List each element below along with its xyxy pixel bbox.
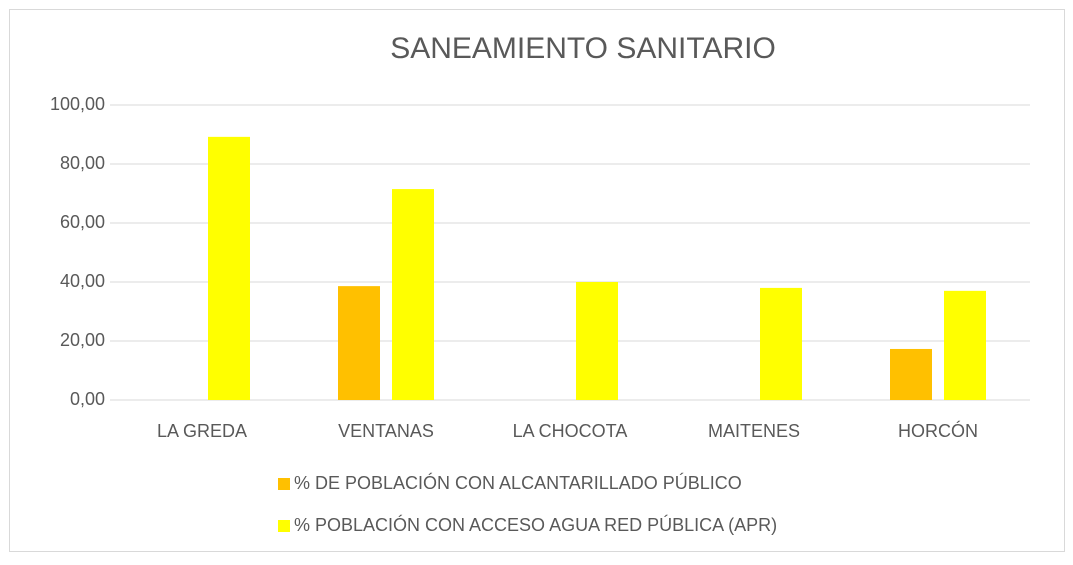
legend-swatch bbox=[278, 520, 290, 532]
x-tick-label: VENTANAS bbox=[338, 421, 434, 441]
x-tick-label: LA CHOCOTA bbox=[513, 421, 628, 441]
y-tick-label: 40,00 bbox=[60, 271, 105, 291]
y-tick-label: 0,00 bbox=[70, 389, 105, 409]
bar bbox=[944, 290, 986, 400]
chart-title: SANEAMIENTO SANITARIO bbox=[390, 32, 776, 65]
legend-label: % POBLACIÓN CON ACCESO AGUA RED PÚBLICA … bbox=[294, 514, 777, 535]
y-tick-label: 60,00 bbox=[60, 212, 105, 232]
legend-label: % DE POBLACIÓN CON ALCANTARILLADO PÚBLIC… bbox=[294, 472, 742, 493]
bar bbox=[890, 348, 932, 400]
chart-border bbox=[9, 9, 1065, 552]
x-tick-label: MAITENES bbox=[708, 421, 800, 441]
x-tick-label: LA GREDA bbox=[157, 421, 247, 441]
bar bbox=[760, 287, 802, 400]
y-tick-label: 80,00 bbox=[60, 153, 105, 173]
y-tick-label: 100,00 bbox=[50, 94, 105, 114]
bar bbox=[338, 286, 380, 400]
legend-swatch bbox=[278, 478, 290, 490]
bar bbox=[208, 136, 250, 401]
bar bbox=[392, 189, 434, 400]
x-tick-label: HORCÓN bbox=[898, 420, 978, 441]
bar bbox=[576, 282, 618, 400]
y-tick-label: 20,00 bbox=[60, 330, 105, 350]
